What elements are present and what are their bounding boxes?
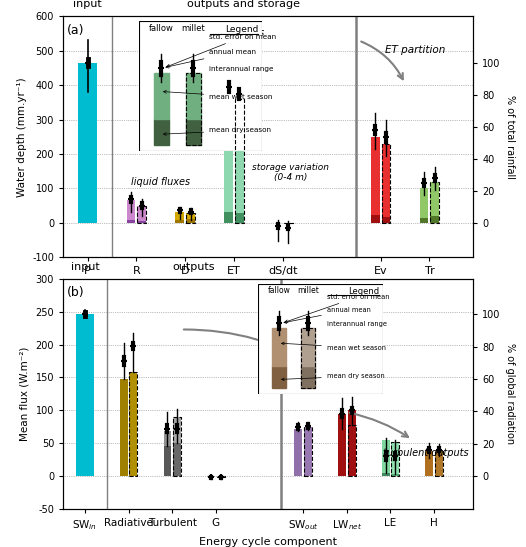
- Bar: [173, 417, 181, 443]
- Bar: [420, 188, 429, 218]
- Y-axis label: Mean flux (W.m⁻²): Mean flux (W.m⁻²): [20, 347, 30, 441]
- Bar: [420, 218, 429, 223]
- Bar: [217, 476, 225, 477]
- Bar: [217, 476, 225, 477]
- Bar: [391, 442, 399, 474]
- Text: turbulent outputs: turbulent outputs: [382, 448, 468, 458]
- Bar: [371, 137, 380, 215]
- Bar: [164, 446, 171, 476]
- Bar: [186, 219, 195, 223]
- Bar: [137, 206, 146, 223]
- Bar: [391, 474, 399, 476]
- Bar: [173, 443, 181, 476]
- Bar: [381, 144, 390, 217]
- Bar: [304, 427, 312, 476]
- Bar: [176, 220, 184, 223]
- Text: radiative outputs: radiative outputs: [266, 374, 349, 385]
- Y-axis label: % of global radiation: % of global radiation: [504, 344, 515, 444]
- Bar: [348, 424, 356, 476]
- Text: outputs: outputs: [173, 262, 215, 272]
- X-axis label: Water cycle component: Water cycle component: [203, 282, 334, 292]
- Bar: [120, 379, 128, 476]
- Bar: [76, 315, 94, 476]
- Text: (b): (b): [67, 286, 85, 299]
- Text: (a): (a): [67, 24, 85, 37]
- Bar: [435, 451, 443, 476]
- Text: outputs and storage: outputs and storage: [187, 0, 300, 9]
- Text: input: input: [70, 262, 99, 272]
- Bar: [129, 372, 137, 476]
- Text: ET partition: ET partition: [385, 44, 445, 55]
- Bar: [304, 427, 312, 476]
- Text: storage variation
(0-4 m): storage variation (0-4 m): [252, 162, 329, 182]
- Bar: [127, 200, 135, 220]
- Bar: [235, 213, 244, 223]
- Bar: [295, 429, 302, 476]
- Bar: [207, 476, 215, 477]
- X-axis label: Energy cycle component: Energy cycle component: [199, 537, 337, 547]
- Text: vapor fluxes: vapor fluxes: [204, 28, 264, 38]
- Bar: [348, 410, 356, 476]
- Bar: [129, 372, 137, 476]
- Y-axis label: % of total rainfall: % of total rainfall: [504, 95, 515, 179]
- Bar: [224, 212, 233, 223]
- Bar: [391, 442, 399, 476]
- Bar: [176, 212, 184, 220]
- Bar: [381, 144, 390, 223]
- Bar: [371, 215, 380, 223]
- Bar: [381, 217, 390, 223]
- Bar: [235, 99, 244, 213]
- Bar: [186, 213, 195, 219]
- Bar: [382, 473, 390, 476]
- Bar: [430, 216, 439, 223]
- Bar: [430, 182, 439, 223]
- Bar: [127, 220, 135, 223]
- Bar: [137, 220, 146, 223]
- Text: liquid fluxes: liquid fluxes: [132, 177, 190, 187]
- Text: input: input: [73, 0, 102, 9]
- Bar: [164, 431, 171, 446]
- Bar: [224, 90, 233, 212]
- Bar: [430, 182, 439, 216]
- Bar: [78, 63, 97, 223]
- Bar: [173, 417, 181, 476]
- Bar: [435, 451, 443, 476]
- Bar: [382, 440, 390, 473]
- Bar: [186, 213, 195, 223]
- Y-axis label: Water depth (mm.yr⁻¹): Water depth (mm.yr⁻¹): [17, 77, 27, 196]
- Bar: [235, 99, 244, 223]
- Bar: [426, 451, 433, 476]
- Bar: [137, 206, 146, 220]
- Bar: [338, 414, 346, 476]
